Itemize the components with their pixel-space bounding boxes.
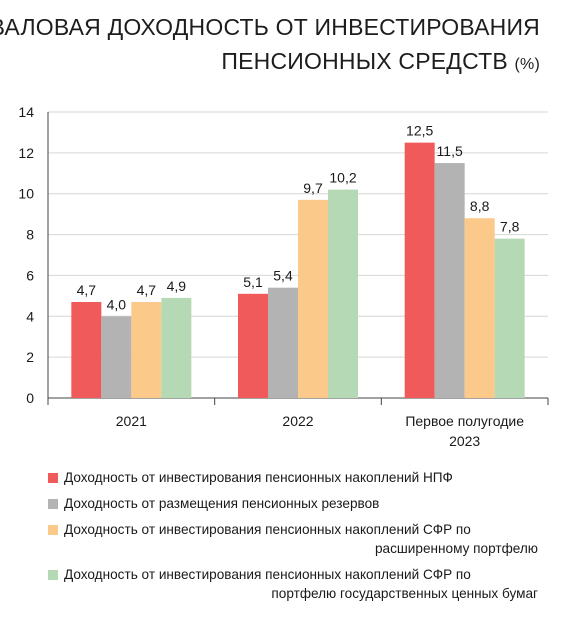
legend-label-reserves: Доходность от размещения пенсионных резе…	[64, 496, 380, 511]
category-label: 2021	[116, 413, 147, 429]
bar	[298, 199, 328, 398]
chart-unit: (%)	[514, 56, 540, 73]
legend-item-npf: Доходность от инвестирования пенсионных …	[48, 468, 538, 487]
category-label: 2023	[449, 433, 480, 449]
bar	[101, 316, 132, 398]
data-label: 7,8	[500, 219, 520, 235]
legend-item-sfr-gov: Доходность от инвестирования пенсионных …	[48, 565, 538, 603]
legend-item-reserves: Доходность от размещения пенсионных резе…	[48, 494, 538, 513]
chart-title-text: ПЕНСИОННЫХ СРЕДСТВ	[221, 48, 508, 74]
legend-item-sfr-extended: Доходность от инвестирования пенсионных …	[48, 520, 538, 558]
data-label: 12,5	[406, 123, 433, 139]
y-tick-label: 6	[26, 267, 34, 283]
data-label: 11,5	[437, 143, 463, 159]
chart-title: ВАЛОВАЯ ДОХОДНОСТЬ ОТ ИНВЕСТИРОВАНИЯ ПЕН…	[0, 10, 540, 82]
bar	[161, 297, 192, 398]
bar	[71, 301, 102, 398]
bar-chart: 0 2 4 6 8 10 12 14 4,7 4,0 4,7 4,9 2021 5,1 5,4 9,7 10,2…	[18, 104, 549, 449]
data-label: 9,7	[303, 180, 323, 196]
legend-label-sfr-extended-2: расширенному портфелю	[374, 541, 538, 556]
bar	[494, 238, 525, 398]
data-label: 5,1	[243, 274, 263, 290]
chart-title-line-2: ПЕНСИОННЫХ СРЕДСТВ (%)	[0, 44, 540, 82]
legend-label-sfr-gov-2: портфелю государственных ценных бумаг	[271, 586, 538, 601]
y-tick-label: 14	[18, 104, 34, 120]
legend: Доходность от инвестирования пенсионных …	[48, 468, 538, 610]
bar	[464, 218, 495, 398]
category-label: 2022	[282, 413, 313, 429]
bar	[404, 142, 435, 398]
legend-label-npf: Доходность от инвестирования пенсионных …	[64, 470, 453, 485]
legend-swatch-npf	[48, 473, 58, 483]
data-label: 4,7	[137, 282, 157, 298]
y-tick-label: 10	[18, 186, 34, 202]
data-label: 4,9	[167, 278, 187, 294]
bar	[238, 293, 268, 398]
legend-swatch-sfr-extended	[48, 525, 58, 535]
y-tick-label: 4	[26, 308, 34, 324]
bar	[434, 163, 465, 398]
bar	[328, 189, 358, 398]
legend-swatch-reserves	[48, 499, 58, 509]
data-label: 4,0	[107, 296, 127, 312]
data-label: 10,2	[329, 170, 356, 186]
bar	[268, 287, 298, 398]
legend-label-sfr-gov-1: Доходность от инвестирования пенсионных …	[64, 567, 471, 582]
y-tick-label: 0	[26, 390, 34, 406]
category-label: Первое полугодие	[405, 413, 524, 429]
data-label: 5,4	[273, 268, 293, 284]
data-label: 8,8	[470, 198, 490, 214]
bar	[131, 301, 162, 398]
chart-title-line-1: ВАЛОВАЯ ДОХОДНОСТЬ ОТ ИНВЕСТИРОВАНИЯ	[0, 14, 540, 40]
data-label: 4,7	[77, 282, 97, 298]
legend-swatch-sfr-gov	[48, 570, 58, 580]
y-tick-label: 8	[26, 227, 34, 243]
y-tick-label: 2	[26, 349, 34, 365]
legend-label-sfr-extended-1: Доходность от инвестирования пенсионных …	[64, 522, 471, 537]
y-tick-label: 12	[18, 145, 34, 161]
